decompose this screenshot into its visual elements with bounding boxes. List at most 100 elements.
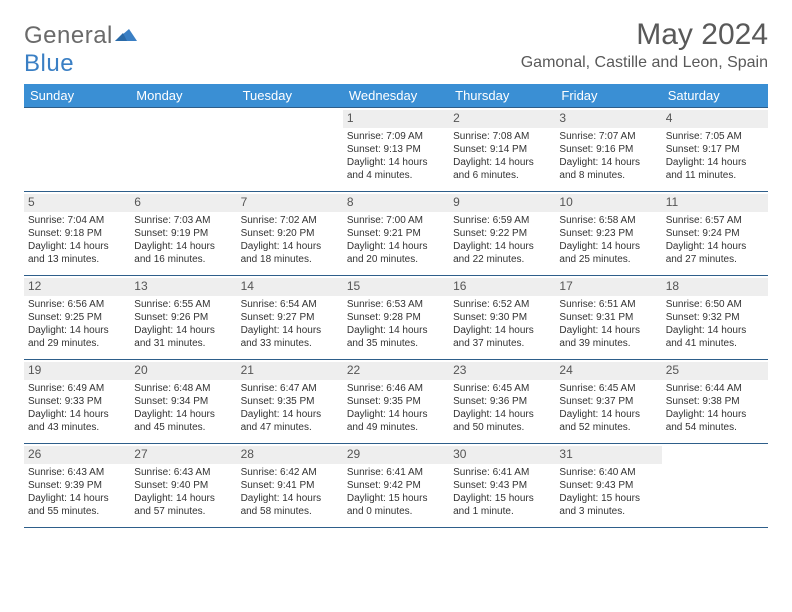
sunrise-line: Sunrise: 6:55 AM <box>134 298 232 311</box>
sunrise-line: Sunrise: 6:51 AM <box>559 298 657 311</box>
weekday-header: Tuesday <box>237 84 343 108</box>
calendar-cell: 9Sunrise: 6:59 AMSunset: 9:22 PMDaylight… <box>449 192 555 276</box>
daylight-line: Daylight: 14 hours and 54 minutes. <box>666 408 764 434</box>
page-header: General Blue May 2024 Gamonal, Castille … <box>24 18 768 78</box>
sunrise-line: Sunrise: 6:52 AM <box>453 298 551 311</box>
calendar-cell: 1Sunrise: 7:09 AMSunset: 9:13 PMDaylight… <box>343 108 449 192</box>
sunset-line: Sunset: 9:16 PM <box>559 143 657 156</box>
calendar-week-row: 5Sunrise: 7:04 AMSunset: 9:18 PMDaylight… <box>24 192 768 276</box>
sunrise-line: Sunrise: 6:54 AM <box>241 298 339 311</box>
sunset-line: Sunset: 9:35 PM <box>241 395 339 408</box>
calendar-week-row: 26Sunrise: 6:43 AMSunset: 9:39 PMDayligh… <box>24 444 768 528</box>
sunset-line: Sunset: 9:40 PM <box>134 479 232 492</box>
weekday-header: Monday <box>130 84 236 108</box>
calendar-cell: 26Sunrise: 6:43 AMSunset: 9:39 PMDayligh… <box>24 444 130 528</box>
logo-text: General Blue <box>24 22 137 78</box>
day-number: 22 <box>343 362 449 380</box>
daylight-line: Daylight: 14 hours and 55 minutes. <box>28 492 126 518</box>
calendar-header-row: Sunday Monday Tuesday Wednesday Thursday… <box>24 84 768 108</box>
sunset-line: Sunset: 9:37 PM <box>559 395 657 408</box>
daylight-line: Daylight: 14 hours and 29 minutes. <box>28 324 126 350</box>
day-number: 16 <box>449 278 555 296</box>
calendar-cell: 8Sunrise: 7:00 AMSunset: 9:21 PMDaylight… <box>343 192 449 276</box>
daylight-line: Daylight: 14 hours and 16 minutes. <box>134 240 232 266</box>
sunrise-line: Sunrise: 6:41 AM <box>453 466 551 479</box>
daylight-line: Daylight: 14 hours and 25 minutes. <box>559 240 657 266</box>
calendar-cell: 17Sunrise: 6:51 AMSunset: 9:31 PMDayligh… <box>555 276 661 360</box>
day-number: 9 <box>449 194 555 212</box>
day-number: 28 <box>237 446 343 464</box>
sunrise-line: Sunrise: 6:40 AM <box>559 466 657 479</box>
sunrise-line: Sunrise: 6:57 AM <box>666 214 764 227</box>
day-number: 19 <box>24 362 130 380</box>
day-number: 11 <box>662 194 768 212</box>
day-number: 17 <box>555 278 661 296</box>
calendar-cell: 25Sunrise: 6:44 AMSunset: 9:38 PMDayligh… <box>662 360 768 444</box>
sunset-line: Sunset: 9:31 PM <box>559 311 657 324</box>
calendar-cell: 2Sunrise: 7:08 AMSunset: 9:14 PMDaylight… <box>449 108 555 192</box>
sunset-line: Sunset: 9:27 PM <box>241 311 339 324</box>
day-number: 23 <box>449 362 555 380</box>
calendar-cell: 3Sunrise: 7:07 AMSunset: 9:16 PMDaylight… <box>555 108 661 192</box>
sunset-line: Sunset: 9:42 PM <box>347 479 445 492</box>
month-title: May 2024 <box>521 18 768 52</box>
day-number: 27 <box>130 446 236 464</box>
sunrise-line: Sunrise: 7:00 AM <box>347 214 445 227</box>
sunrise-line: Sunrise: 6:49 AM <box>28 382 126 395</box>
calendar-cell: 15Sunrise: 6:53 AMSunset: 9:28 PMDayligh… <box>343 276 449 360</box>
day-number: 24 <box>555 362 661 380</box>
sunset-line: Sunset: 9:23 PM <box>559 227 657 240</box>
sunrise-line: Sunrise: 6:48 AM <box>134 382 232 395</box>
sunrise-line: Sunrise: 6:45 AM <box>559 382 657 395</box>
day-number: 12 <box>24 278 130 296</box>
daylight-line: Daylight: 15 hours and 1 minute. <box>453 492 551 518</box>
calendar-cell: 4Sunrise: 7:05 AMSunset: 9:17 PMDaylight… <box>662 108 768 192</box>
sunrise-line: Sunrise: 6:56 AM <box>28 298 126 311</box>
title-block: May 2024 Gamonal, Castille and Leon, Spa… <box>521 18 768 72</box>
weekday-header: Wednesday <box>343 84 449 108</box>
sunrise-line: Sunrise: 6:42 AM <box>241 466 339 479</box>
sunrise-line: Sunrise: 6:46 AM <box>347 382 445 395</box>
daylight-line: Daylight: 14 hours and 20 minutes. <box>347 240 445 266</box>
calendar-cell: 16Sunrise: 6:52 AMSunset: 9:30 PMDayligh… <box>449 276 555 360</box>
logo: General Blue <box>24 22 137 78</box>
location-text: Gamonal, Castille and Leon, Spain <box>521 54 768 72</box>
sunrise-line: Sunrise: 7:03 AM <box>134 214 232 227</box>
daylight-line: Daylight: 15 hours and 0 minutes. <box>347 492 445 518</box>
day-number: 8 <box>343 194 449 212</box>
daylight-line: Daylight: 14 hours and 18 minutes. <box>241 240 339 266</box>
sunset-line: Sunset: 9:36 PM <box>453 395 551 408</box>
calendar-cell: 14Sunrise: 6:54 AMSunset: 9:27 PMDayligh… <box>237 276 343 360</box>
sunrise-line: Sunrise: 6:59 AM <box>453 214 551 227</box>
sunset-line: Sunset: 9:24 PM <box>666 227 764 240</box>
sunset-line: Sunset: 9:22 PM <box>453 227 551 240</box>
sunset-line: Sunset: 9:17 PM <box>666 143 764 156</box>
day-number: 26 <box>24 446 130 464</box>
calendar-cell <box>662 444 768 528</box>
sunrise-line: Sunrise: 6:44 AM <box>666 382 764 395</box>
day-number: 1 <box>343 110 449 128</box>
calendar-cell: 22Sunrise: 6:46 AMSunset: 9:35 PMDayligh… <box>343 360 449 444</box>
daylight-line: Daylight: 15 hours and 3 minutes. <box>559 492 657 518</box>
sunset-line: Sunset: 9:32 PM <box>666 311 764 324</box>
daylight-line: Daylight: 14 hours and 43 minutes. <box>28 408 126 434</box>
calendar-week-row: 1Sunrise: 7:09 AMSunset: 9:13 PMDaylight… <box>24 108 768 192</box>
calendar-cell <box>237 108 343 192</box>
sunset-line: Sunset: 9:14 PM <box>453 143 551 156</box>
weekday-header: Saturday <box>662 84 768 108</box>
sunrise-line: Sunrise: 7:02 AM <box>241 214 339 227</box>
sunrise-line: Sunrise: 6:45 AM <box>453 382 551 395</box>
calendar-body: 1Sunrise: 7:09 AMSunset: 9:13 PMDaylight… <box>24 108 768 528</box>
sunrise-line: Sunrise: 7:09 AM <box>347 130 445 143</box>
calendar-cell: 11Sunrise: 6:57 AMSunset: 9:24 PMDayligh… <box>662 192 768 276</box>
sunrise-line: Sunrise: 6:43 AM <box>134 466 232 479</box>
day-number: 6 <box>130 194 236 212</box>
day-number: 15 <box>343 278 449 296</box>
calendar-cell: 28Sunrise: 6:42 AMSunset: 9:41 PMDayligh… <box>237 444 343 528</box>
calendar-cell <box>24 108 130 192</box>
logo-word1: General <box>24 22 113 49</box>
daylight-line: Daylight: 14 hours and 49 minutes. <box>347 408 445 434</box>
sunset-line: Sunset: 9:28 PM <box>347 311 445 324</box>
day-number: 31 <box>555 446 661 464</box>
sunset-line: Sunset: 9:34 PM <box>134 395 232 408</box>
